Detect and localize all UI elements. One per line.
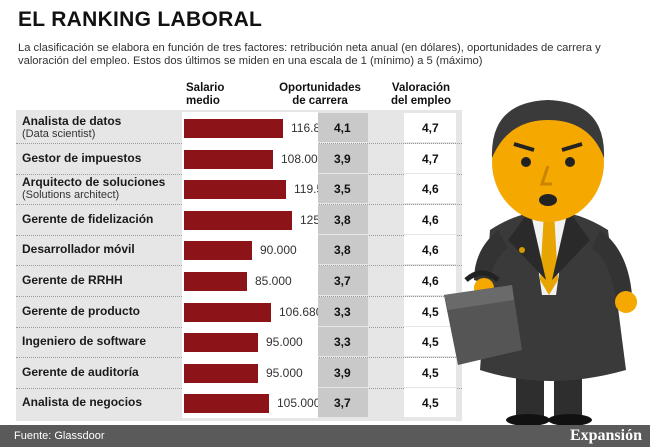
salary-bar xyxy=(184,149,273,169)
salary-cell: 95.000 xyxy=(182,356,318,388)
job-title: Desarrollador móvil xyxy=(22,242,135,257)
career-score: 3,9 xyxy=(334,151,351,166)
job-title: Gerente de fidelización xyxy=(22,211,154,226)
career-score: 3,3 xyxy=(334,335,351,350)
salary-cell: 105.000 xyxy=(182,387,321,419)
career-cell xyxy=(318,143,368,173)
job-title: Analista de datos xyxy=(22,114,122,128)
rating-cell xyxy=(404,327,456,357)
salary-bar xyxy=(184,302,271,322)
salary-cell: 116.840 xyxy=(182,112,334,143)
job-title: Gerente de RRHH xyxy=(22,273,123,287)
salary-bar xyxy=(184,272,247,291)
career-cell xyxy=(318,388,368,418)
salary-bar xyxy=(184,119,283,138)
salary-bar xyxy=(184,333,258,353)
table-row: Desarrollador móvil 90.000 3,8 4,6 xyxy=(16,234,462,267)
table-row: Gerente de auditoría 95.000 3,9 4,5 xyxy=(16,356,462,389)
rating-score: 4,5 xyxy=(422,304,439,319)
job-title: Gerente de auditoría xyxy=(22,364,139,379)
chart-subtitle: La clasificación se elabora en función d… xyxy=(18,42,601,67)
rating-score: 4,7 xyxy=(422,151,439,166)
table-row: Gerente de producto 106.680 3,3 4,5 xyxy=(16,295,462,328)
rating-cell xyxy=(404,388,456,418)
salary-bar xyxy=(184,180,286,200)
career-score: 3,8 xyxy=(334,212,351,227)
career-cell xyxy=(318,174,368,204)
career-score: 3,7 xyxy=(334,274,351,288)
table-row: Ingeniero de software 95.000 3,3 4,5 xyxy=(16,326,462,359)
brand-logo: Expansión xyxy=(569,427,642,444)
job-title: Arquitecto de soluciones xyxy=(22,175,166,190)
salary-cell: 108.000 xyxy=(182,142,324,174)
rating-score: 4,6 xyxy=(422,274,439,288)
job-title: Analista de negocios xyxy=(22,395,143,410)
job-title: Gerente de producto xyxy=(22,303,141,318)
salary-value: 106.680 xyxy=(279,304,323,319)
rating-cell xyxy=(404,174,456,204)
career-cell xyxy=(318,266,368,295)
table-row: Analista de negocios 105.000 3,7 4,5 xyxy=(16,387,462,419)
career-score: 3,9 xyxy=(334,365,351,380)
job-title-english: (Data scientist) xyxy=(22,128,96,140)
salary-cell: 95.000 xyxy=(182,326,318,358)
career-cell xyxy=(318,296,368,326)
rating-score: 4,5 xyxy=(422,365,439,380)
salary-cell: 106.680 xyxy=(182,295,322,327)
job-title: Gestor de impuestos xyxy=(22,150,142,165)
career-score: 4,1 xyxy=(334,121,351,135)
career-score: 3,3 xyxy=(334,304,351,319)
table-row: Gerente de RRHH 85.000 3,7 4,6 xyxy=(16,265,462,297)
salary-bar xyxy=(184,241,252,261)
rating-cell xyxy=(404,113,456,142)
footer-bar xyxy=(0,425,650,447)
salary-bar xyxy=(184,394,269,414)
career-cell xyxy=(318,357,368,387)
job-title-english: (Solutions architect) xyxy=(22,189,120,202)
salary-value: 95.000 xyxy=(266,335,303,350)
career-cell xyxy=(318,235,368,265)
salary-bar xyxy=(184,363,258,383)
rating-cell xyxy=(404,143,456,173)
businessman-illustration xyxy=(444,100,637,425)
rating-score: 4,5 xyxy=(422,396,439,411)
rating-cell xyxy=(404,204,456,234)
column-header-rating: Valoración del empleo xyxy=(390,82,452,107)
salary-value: 95.000 xyxy=(266,365,303,380)
column-header-salary: Salario medio xyxy=(186,82,225,107)
job-title: Ingeniero de software xyxy=(22,334,147,349)
career-score: 3,5 xyxy=(334,182,351,197)
rating-score: 4,6 xyxy=(422,182,439,197)
salary-value: 108.000 xyxy=(281,151,325,166)
rating-cell xyxy=(404,266,456,295)
salary-cell: 119.500 xyxy=(182,173,337,205)
source-note: Fuente: Glassdoor xyxy=(14,430,105,442)
salary-cell: 90.000 xyxy=(182,234,318,266)
salary-cell: 125.000 xyxy=(182,203,343,235)
career-cell xyxy=(318,204,368,234)
rating-score: 4,7 xyxy=(422,121,439,135)
salary-value: 90.000 xyxy=(260,243,297,258)
career-cell xyxy=(318,113,368,142)
salary-bar xyxy=(184,210,292,230)
rating-score: 4,6 xyxy=(422,243,439,258)
career-score: 3,8 xyxy=(334,243,351,258)
career-score: 3,7 xyxy=(334,396,351,411)
table-row: Gestor de impuestos 108.000 3,9 4,7 xyxy=(16,142,462,175)
salary-value: 85.000 xyxy=(255,274,292,288)
rating-cell xyxy=(404,357,456,387)
chart-title: EL RANKING LABORAL xyxy=(18,8,263,31)
rating-cell xyxy=(404,235,456,265)
career-cell xyxy=(318,327,368,357)
rating-score: 4,6 xyxy=(422,212,439,227)
column-header-career: Oportunidades de carrera xyxy=(279,82,361,107)
table-row: Arquitecto de soluciones (Solutions archi… xyxy=(16,173,462,206)
salary-value: 105.000 xyxy=(277,396,321,411)
table-row: Analista de datos (Data scientist) 116.840… xyxy=(16,112,462,144)
rating-score: 4,5 xyxy=(422,335,439,350)
salary-cell: 85.000 xyxy=(182,265,318,296)
